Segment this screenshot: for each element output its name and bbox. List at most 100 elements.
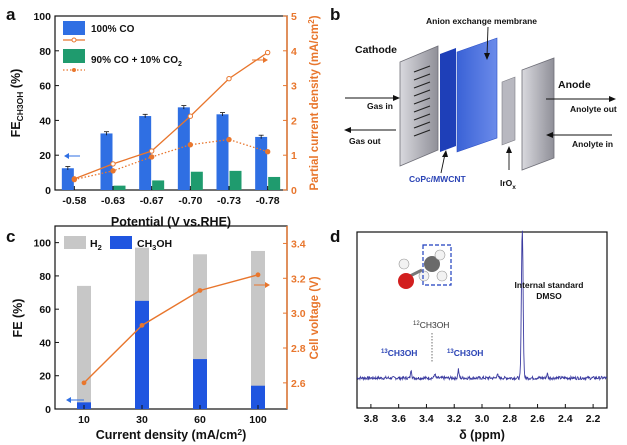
panel-c-y2label: Cell voltage (V) bbox=[309, 276, 321, 359]
y2-tick-label: 0 bbox=[291, 185, 297, 197]
point-cell-voltage bbox=[197, 288, 203, 293]
bar-mix bbox=[113, 185, 126, 190]
irox-label: IrOx bbox=[500, 178, 516, 191]
cathode-plate bbox=[399, 45, 439, 167]
point-cell-voltage bbox=[81, 380, 87, 386]
x-tick-label: 100 bbox=[249, 414, 267, 426]
panel-c-ylabel: FE (%) bbox=[11, 299, 25, 338]
panel-c-letter: c bbox=[6, 227, 15, 246]
legend-label-100co: 100% CO bbox=[91, 24, 135, 35]
panel-a-y2label: Partial current density (mA/cm2) bbox=[307, 15, 321, 190]
legend-label-mix: 90% CO + 10% CO2 bbox=[91, 55, 182, 68]
bar-h2 bbox=[251, 250, 265, 409]
y2-tick-label: 3 bbox=[291, 81, 297, 93]
point-cell-voltage bbox=[139, 322, 145, 328]
x-tick-label: -0.67 bbox=[140, 195, 164, 207]
x-tick-label: 3.0 bbox=[475, 413, 490, 425]
x-tick-label: -0.63 bbox=[101, 195, 125, 207]
x-tick-label: 30 bbox=[136, 414, 148, 426]
x-tick-label: 3.6 bbox=[391, 413, 406, 425]
bar-ch3oh bbox=[135, 300, 149, 409]
legend-marker-mix bbox=[72, 68, 76, 72]
y2-tick-label: 2.8 bbox=[291, 343, 306, 355]
panel-a-letter: a bbox=[6, 5, 16, 24]
x-tick-label: -0.73 bbox=[217, 195, 241, 207]
bar-h2 bbox=[77, 285, 91, 409]
c13-left-label: 13CH3OH bbox=[381, 348, 417, 358]
x-tick-label: 2.8 bbox=[502, 413, 517, 425]
x-tick-label: 3.2 bbox=[447, 413, 462, 425]
point-mix bbox=[187, 142, 194, 148]
bar-100co bbox=[61, 168, 74, 190]
membrane-label: Anion exchange membrane bbox=[426, 16, 537, 26]
bar-100co bbox=[177, 107, 190, 190]
anolyte-in-label: Anolyte in bbox=[572, 139, 613, 149]
panel-c-xlabel: Current density (mA/cm2) bbox=[96, 427, 247, 442]
c13-right-label: 13CH3OH bbox=[447, 348, 483, 358]
methanol-molecule-icon bbox=[398, 244, 452, 289]
y-tick-label: 40 bbox=[39, 337, 51, 349]
bar-mix bbox=[268, 176, 281, 190]
legend-swatch-mix bbox=[63, 49, 85, 63]
anolyte-out-label: Anolyte out bbox=[570, 104, 617, 114]
y-tick-label: 60 bbox=[39, 81, 51, 93]
anode-label: Anode bbox=[558, 79, 591, 91]
legend-label-h2: H2 bbox=[90, 238, 102, 252]
panel-d-xlabel: δ (ppm) bbox=[459, 428, 505, 442]
panel-a-chart: a 0 20 40 60 80 100 0 1 2 3 4 5 -0.58 -0.63 -0.67 -0.… bbox=[6, 5, 321, 229]
point-100co bbox=[187, 113, 194, 119]
point-100co bbox=[110, 161, 116, 167]
point-100co bbox=[226, 75, 232, 82]
bar-mix bbox=[229, 170, 242, 190]
x-tick-label: 60 bbox=[194, 414, 206, 426]
panel-a-xlabel: Potential (V vs.RHE) bbox=[111, 215, 231, 229]
bar-100co bbox=[216, 114, 229, 190]
panel-a-ylabel: FECH3OH (%) bbox=[9, 69, 25, 138]
y-tick-label: 80 bbox=[39, 46, 51, 58]
catalyst-label: CoPc/MWCNT bbox=[409, 174, 466, 184]
x-tick-label: 3.4 bbox=[419, 413, 434, 425]
point-cell-voltage bbox=[255, 272, 261, 278]
y2-tick-label: 3.0 bbox=[291, 308, 306, 320]
legend-swatch-100co bbox=[63, 21, 85, 35]
y2-tick-label: 2.6 bbox=[291, 378, 306, 390]
bar-ch3oh bbox=[251, 385, 265, 409]
c12-label: 12CH3OH bbox=[413, 320, 449, 330]
y-tick-label: 0 bbox=[45, 404, 51, 416]
x-tick-label: 3.8 bbox=[364, 413, 379, 425]
panel-d-chart: d 3.8 3.6 3.4 3.2 3.0 2.8 2.6 2.4 2.2 δ (ppm) 13… bbox=[330, 227, 608, 442]
internal-standard-label: Internal standard bbox=[515, 280, 584, 290]
y-tick-label: 100 bbox=[33, 238, 51, 250]
line-cell-voltage bbox=[83, 274, 259, 384]
point-mix bbox=[264, 149, 271, 155]
catalyst-layer bbox=[440, 48, 456, 152]
x-tick-label: 2.2 bbox=[586, 413, 601, 425]
y-tick-label: 40 bbox=[39, 115, 51, 127]
y2-tick-label: 3.4 bbox=[291, 238, 306, 250]
bar-100co bbox=[255, 136, 268, 190]
y-tick-label: 20 bbox=[39, 371, 51, 383]
membrane bbox=[456, 37, 498, 153]
right-axis-arrowhead-a bbox=[263, 57, 268, 63]
bar-ch3oh bbox=[193, 359, 207, 409]
flow-channels bbox=[413, 65, 431, 137]
y2-tick-label: 1 bbox=[291, 150, 297, 162]
legend-label-ch3oh: CH3OH bbox=[137, 238, 172, 252]
panel-c-chart: c 0 20 40 60 80 100 2.6 2.8 3.0 3.2 3.4 10 30 60 100… bbox=[6, 225, 321, 442]
x-tick-label: -0.78 bbox=[256, 195, 280, 207]
panel-b-diagram: b Cathode Anode Anion exchange membrane … bbox=[330, 5, 617, 191]
point-mix bbox=[226, 136, 232, 143]
left-axis-arrowhead-a bbox=[64, 153, 69, 159]
x-tick-label: -0.70 bbox=[178, 195, 202, 207]
gas-in-label: Gas in bbox=[367, 101, 393, 111]
y-tick-label: 80 bbox=[39, 271, 51, 283]
panel-d-letter: d bbox=[330, 227, 340, 246]
x-tick-label: -0.58 bbox=[62, 195, 86, 207]
bar-mix bbox=[152, 180, 165, 190]
irox-layer bbox=[501, 76, 516, 146]
legend-swatch-ch3oh bbox=[110, 236, 132, 249]
panel-a-frame bbox=[54, 15, 288, 191]
membrane-pointer bbox=[486, 26, 489, 57]
x-tick-label: 10 bbox=[78, 414, 90, 426]
y2-tick-label: 4 bbox=[291, 46, 297, 58]
